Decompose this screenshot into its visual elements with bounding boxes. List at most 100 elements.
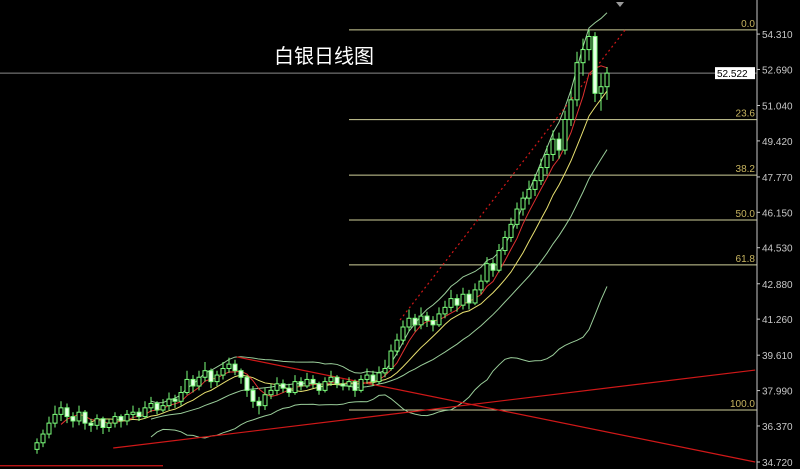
candle-body xyxy=(106,422,112,428)
candle-body xyxy=(58,407,64,415)
price-axis-label: 44.530 xyxy=(762,244,793,255)
candle-body xyxy=(232,363,238,372)
candle-body xyxy=(304,378,310,387)
chart-shift-marker-icon xyxy=(616,2,624,7)
candle-body xyxy=(196,376,202,387)
candle-body xyxy=(466,293,472,304)
candle-body xyxy=(280,383,286,389)
trendline xyxy=(236,356,756,463)
candle-body xyxy=(598,86,604,94)
fib-level-label: 50.0 xyxy=(736,209,756,220)
candle-body xyxy=(484,263,490,282)
candle-body xyxy=(568,99,574,120)
candle-body xyxy=(448,298,454,308)
candle-body xyxy=(346,381,352,387)
candle-body xyxy=(538,167,544,182)
chart-title: 白银日线图 xyxy=(274,44,374,68)
bollinger-upper-line xyxy=(150,12,608,404)
candle-body xyxy=(160,405,166,411)
candle-body xyxy=(226,363,232,370)
price-axis-label: 49.420 xyxy=(762,137,793,148)
candle-body xyxy=(358,378,364,391)
fib-level-label: 23.6 xyxy=(736,109,756,120)
ma-fast-line xyxy=(60,65,608,425)
candle-body xyxy=(148,402,154,409)
candle-body xyxy=(556,138,562,151)
candle-body xyxy=(64,407,70,418)
candle-body xyxy=(220,368,226,376)
candle-body xyxy=(88,422,94,426)
price-axis-label: 52.690 xyxy=(762,65,793,76)
candle-body xyxy=(406,317,412,328)
current-price-badge xyxy=(715,67,755,80)
candle-body xyxy=(442,306,448,315)
candle-body xyxy=(70,416,76,422)
candle-body xyxy=(310,378,316,385)
candle-body xyxy=(52,413,58,424)
candle-body xyxy=(268,389,274,396)
candle-body xyxy=(544,153,550,169)
price-axis-panel xyxy=(757,0,800,469)
price-axis-label: 46.150 xyxy=(762,208,793,219)
candle-body xyxy=(40,433,46,444)
candle-body xyxy=(394,339,400,352)
price-axis-label: 39.610 xyxy=(762,351,793,362)
candle-body xyxy=(322,381,328,391)
price-axis-label: 36.370 xyxy=(762,422,793,433)
candle-body xyxy=(292,381,298,394)
price-axis-label: 47.770 xyxy=(762,173,793,184)
candle-body xyxy=(532,180,538,190)
candle-body xyxy=(550,138,556,155)
candle-body xyxy=(274,383,280,391)
candle-body xyxy=(124,413,130,422)
price-axis-label: 41.260 xyxy=(762,315,793,326)
candle-body xyxy=(82,411,88,424)
candle-body xyxy=(382,368,388,374)
candle-body xyxy=(100,418,106,428)
candle-body xyxy=(514,208,520,225)
ma-slow-line xyxy=(90,90,608,423)
candle-body xyxy=(136,411,142,418)
price-axis-label: 51.040 xyxy=(762,102,793,113)
candle-body xyxy=(316,383,322,391)
candle-body xyxy=(580,49,586,64)
candle-body xyxy=(430,319,436,326)
fib-level-label: 0.0 xyxy=(741,19,755,30)
candle-body xyxy=(94,418,100,426)
candle-body xyxy=(202,370,208,378)
candle-body xyxy=(118,416,124,422)
candle-body xyxy=(412,317,418,326)
candle-body xyxy=(244,376,250,391)
candle-body xyxy=(418,315,424,326)
fib-level-label: 61.8 xyxy=(736,254,756,265)
candle-body xyxy=(526,188,532,199)
candle-body xyxy=(328,376,334,383)
candle-body xyxy=(574,62,580,101)
candle-body xyxy=(46,422,52,435)
bollinger-middle-line xyxy=(150,149,608,420)
price-axis-label: 37.990 xyxy=(762,387,793,398)
trendline xyxy=(399,29,626,321)
candle-body xyxy=(214,374,220,383)
price-axis-label: 54.310 xyxy=(762,30,793,41)
candle-body xyxy=(502,236,508,252)
candle-body xyxy=(154,402,160,411)
candle-body xyxy=(562,118,568,151)
candle-body xyxy=(364,374,370,380)
candle-body xyxy=(352,381,358,391)
candle-body xyxy=(490,263,496,271)
candle-body xyxy=(400,326,406,341)
trendline xyxy=(113,369,756,449)
candle-body xyxy=(586,35,592,51)
candle-body xyxy=(472,289,478,304)
candle-body xyxy=(184,378,190,394)
candle-body xyxy=(208,370,214,383)
candle-body xyxy=(508,223,514,238)
candle-body xyxy=(286,387,292,394)
candle-body xyxy=(172,398,178,402)
candle-body xyxy=(142,407,148,418)
candle-body xyxy=(334,376,340,385)
candle-body xyxy=(424,315,430,321)
candle-body xyxy=(436,313,442,326)
